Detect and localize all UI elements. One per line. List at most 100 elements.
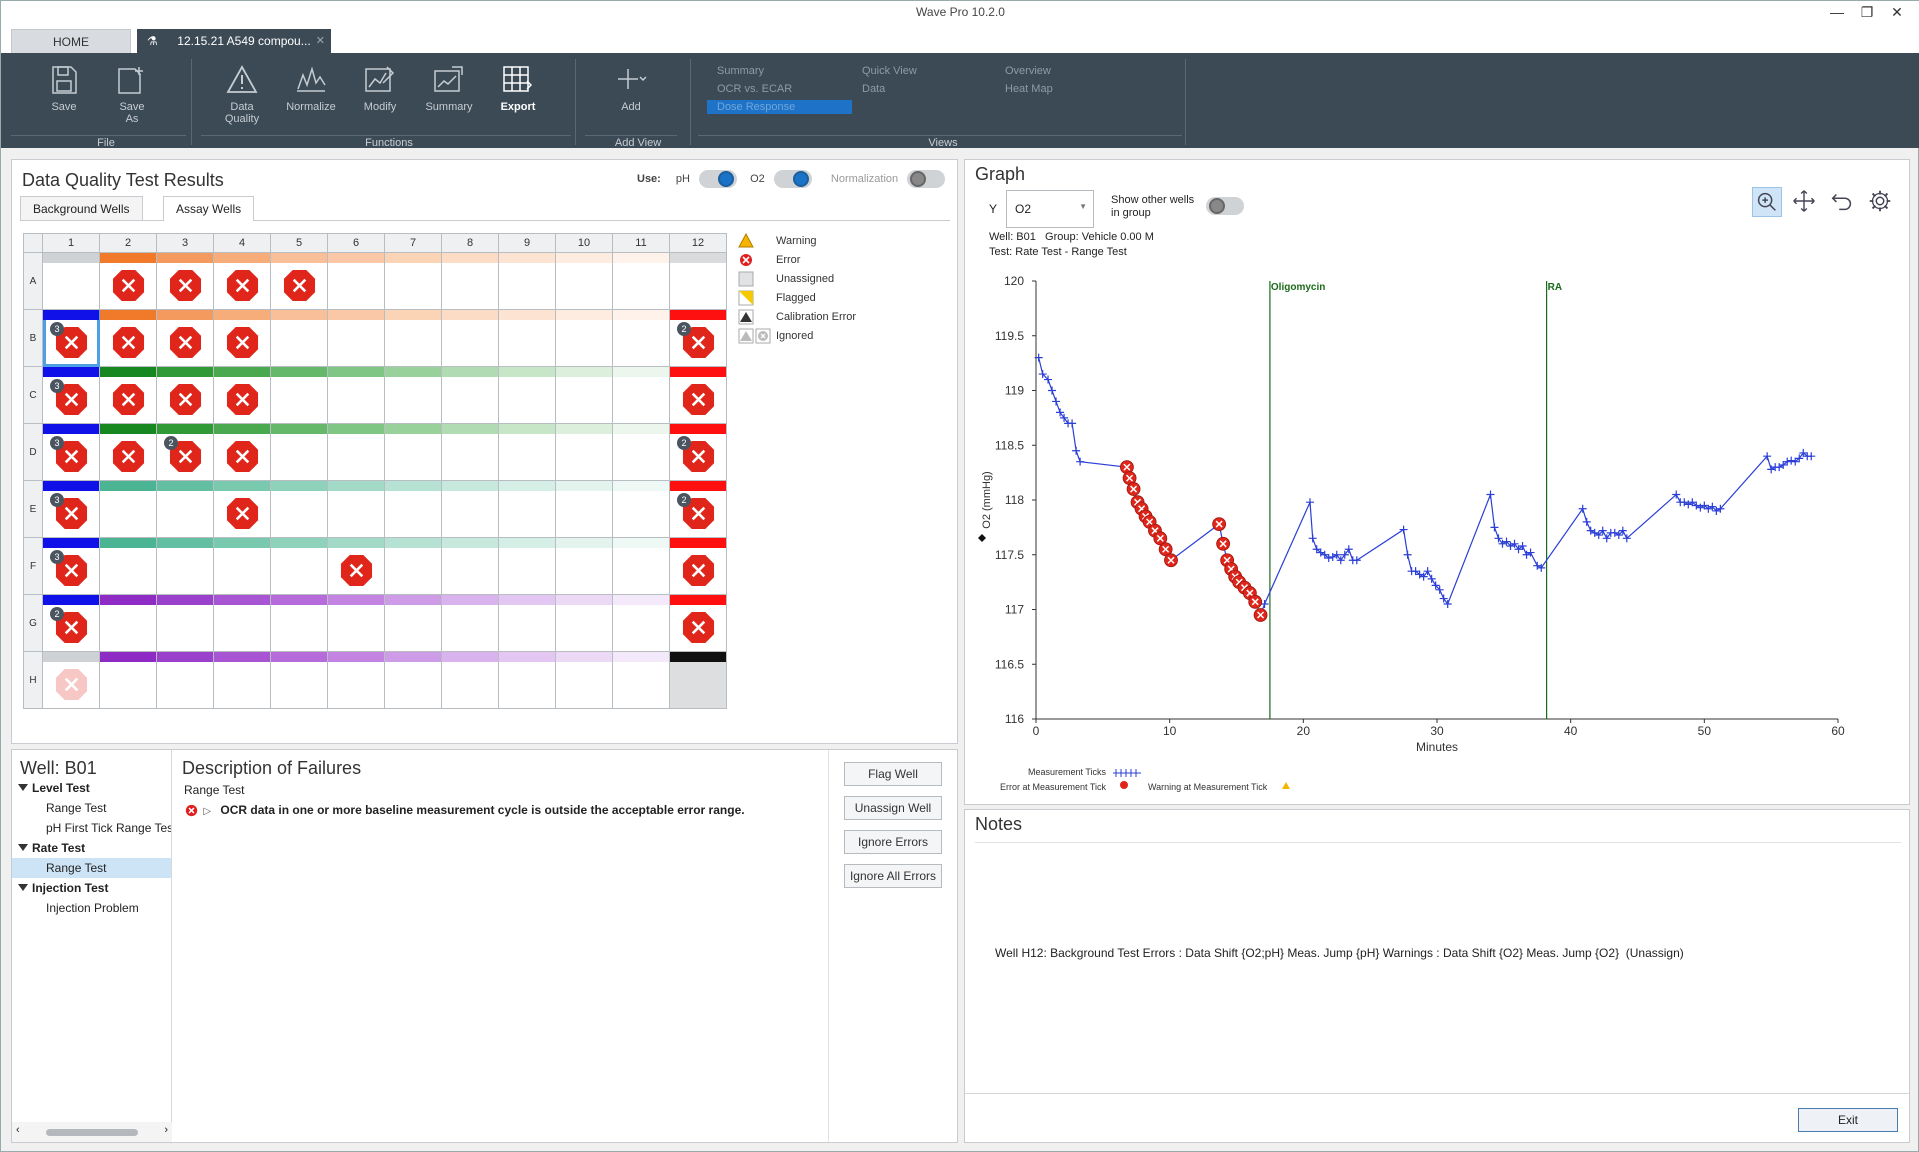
well-H1[interactable] [42, 651, 100, 709]
column-header[interactable]: 2 [99, 233, 157, 253]
well-C11[interactable] [612, 366, 670, 424]
well-F8[interactable] [441, 537, 499, 595]
tree-item[interactable]: pH First Tick Range Test [46, 821, 172, 835]
well-B11[interactable] [612, 309, 670, 367]
well-B6[interactable] [327, 309, 385, 367]
scroll-right-icon[interactable]: › [164, 1124, 168, 1136]
undo-tool[interactable] [1828, 187, 1858, 217]
row-header[interactable]: A [23, 252, 43, 310]
well-A11[interactable] [612, 252, 670, 310]
close-button[interactable]: ✕ [1891, 4, 1903, 20]
column-header[interactable]: 3 [156, 233, 214, 253]
tree-category[interactable]: Rate Test [12, 838, 172, 858]
well-H5[interactable] [270, 651, 328, 709]
well-D8[interactable] [441, 423, 499, 481]
well-C1[interactable]: 3 [42, 366, 100, 424]
o2-toggle[interactable] [773, 170, 812, 188]
minimize-button[interactable]: — [1830, 4, 1844, 20]
scroll-left-icon[interactable]: ‹ [16, 1124, 20, 1136]
well-A4[interactable] [213, 252, 271, 310]
well-A10[interactable] [555, 252, 613, 310]
well-F12[interactable] [669, 537, 727, 595]
well-C10[interactable] [555, 366, 613, 424]
exit-button[interactable]: Exit [1798, 1108, 1898, 1132]
well-G10[interactable] [555, 594, 613, 652]
add-view-button[interactable]: Add [602, 63, 660, 113]
well-F2[interactable] [99, 537, 157, 595]
view-data-link[interactable]: Data [862, 83, 886, 95]
well-D2[interactable] [99, 423, 157, 481]
well-B12[interactable]: 2 [669, 309, 727, 367]
well-B4[interactable] [213, 309, 271, 367]
tree-item[interactable]: Range Test [46, 801, 107, 815]
well-H6[interactable] [327, 651, 385, 709]
settings-tool[interactable] [1866, 187, 1896, 217]
scroll-thumb[interactable] [46, 1129, 138, 1136]
column-header[interactable]: 12 [669, 233, 727, 253]
well-G12[interactable] [669, 594, 727, 652]
well-C2[interactable] [99, 366, 157, 424]
well-C6[interactable] [327, 366, 385, 424]
well-B7[interactable] [384, 309, 442, 367]
flag-well-button[interactable]: Flag Well [844, 762, 942, 786]
well-C5[interactable] [270, 366, 328, 424]
well-A8[interactable] [441, 252, 499, 310]
view-ocr-ecar-link[interactable]: OCR vs. ECAR [717, 83, 793, 95]
well-A5[interactable] [270, 252, 328, 310]
well-D6[interactable] [327, 423, 385, 481]
well-G6[interactable] [327, 594, 385, 652]
well-G3[interactable] [156, 594, 214, 652]
well-C3[interactable] [156, 366, 214, 424]
tree-item[interactable]: Range Test [12, 858, 172, 878]
modify-button[interactable]: Modify [351, 63, 409, 113]
well-D1[interactable]: 3 [42, 423, 100, 481]
well-F4[interactable] [213, 537, 271, 595]
well-G4[interactable] [213, 594, 271, 652]
column-header[interactable]: 5 [270, 233, 328, 253]
well-D5[interactable] [270, 423, 328, 481]
well-D4[interactable] [213, 423, 271, 481]
well-H10[interactable] [555, 651, 613, 709]
well-H9[interactable] [498, 651, 556, 709]
row-header[interactable]: F [23, 537, 43, 595]
normalization-toggle[interactable] [907, 170, 946, 188]
well-E12[interactable]: 2 [669, 480, 727, 538]
well-B10[interactable] [555, 309, 613, 367]
well-A12[interactable] [669, 252, 727, 310]
unassign-well-button[interactable]: Unassign Well [844, 796, 942, 820]
well-E8[interactable] [441, 480, 499, 538]
tree-scrollbar[interactable]: ‹ › [12, 1122, 172, 1142]
well-A3[interactable] [156, 252, 214, 310]
data-quality-button[interactable]: Data Quality [213, 63, 271, 125]
well-E7[interactable] [384, 480, 442, 538]
tab-assay-wells[interactable]: Assay Wells [163, 196, 255, 221]
tree-item[interactable]: Injection Problem [46, 901, 139, 915]
well-H3[interactable] [156, 651, 214, 709]
well-A7[interactable] [384, 252, 442, 310]
summary-button[interactable]: Summary [420, 63, 478, 113]
well-H2[interactable] [99, 651, 157, 709]
tab-document[interactable]: ⚗ 12.15.21 A549 compou... ✕ [137, 29, 331, 53]
tab-home[interactable]: HOME [11, 29, 131, 53]
row-header[interactable]: D [23, 423, 43, 481]
well-E10[interactable] [555, 480, 613, 538]
row-header[interactable]: E [23, 480, 43, 538]
well-G7[interactable] [384, 594, 442, 652]
tab-background-wells[interactable]: Background Wells [20, 196, 143, 220]
tree-category[interactable]: Level Test [12, 778, 172, 798]
well-E11[interactable] [612, 480, 670, 538]
save-as-button[interactable]: Save As [103, 63, 161, 125]
well-F3[interactable] [156, 537, 214, 595]
well-E2[interactable] [99, 480, 157, 538]
well-D7[interactable] [384, 423, 442, 481]
well-G2[interactable] [99, 594, 157, 652]
row-header[interactable]: B [23, 309, 43, 367]
view-dose-response-link[interactable]: Dose Response [707, 100, 852, 114]
well-G1[interactable]: 2 [42, 594, 100, 652]
well-A6[interactable] [327, 252, 385, 310]
well-E4[interactable] [213, 480, 271, 538]
ignore-all-errors-button[interactable]: Ignore All Errors [844, 864, 942, 888]
view-quick-view-link[interactable]: Quick View [862, 65, 917, 77]
pan-tool[interactable] [1790, 187, 1820, 217]
normalize-button[interactable]: Normalize [282, 63, 340, 113]
